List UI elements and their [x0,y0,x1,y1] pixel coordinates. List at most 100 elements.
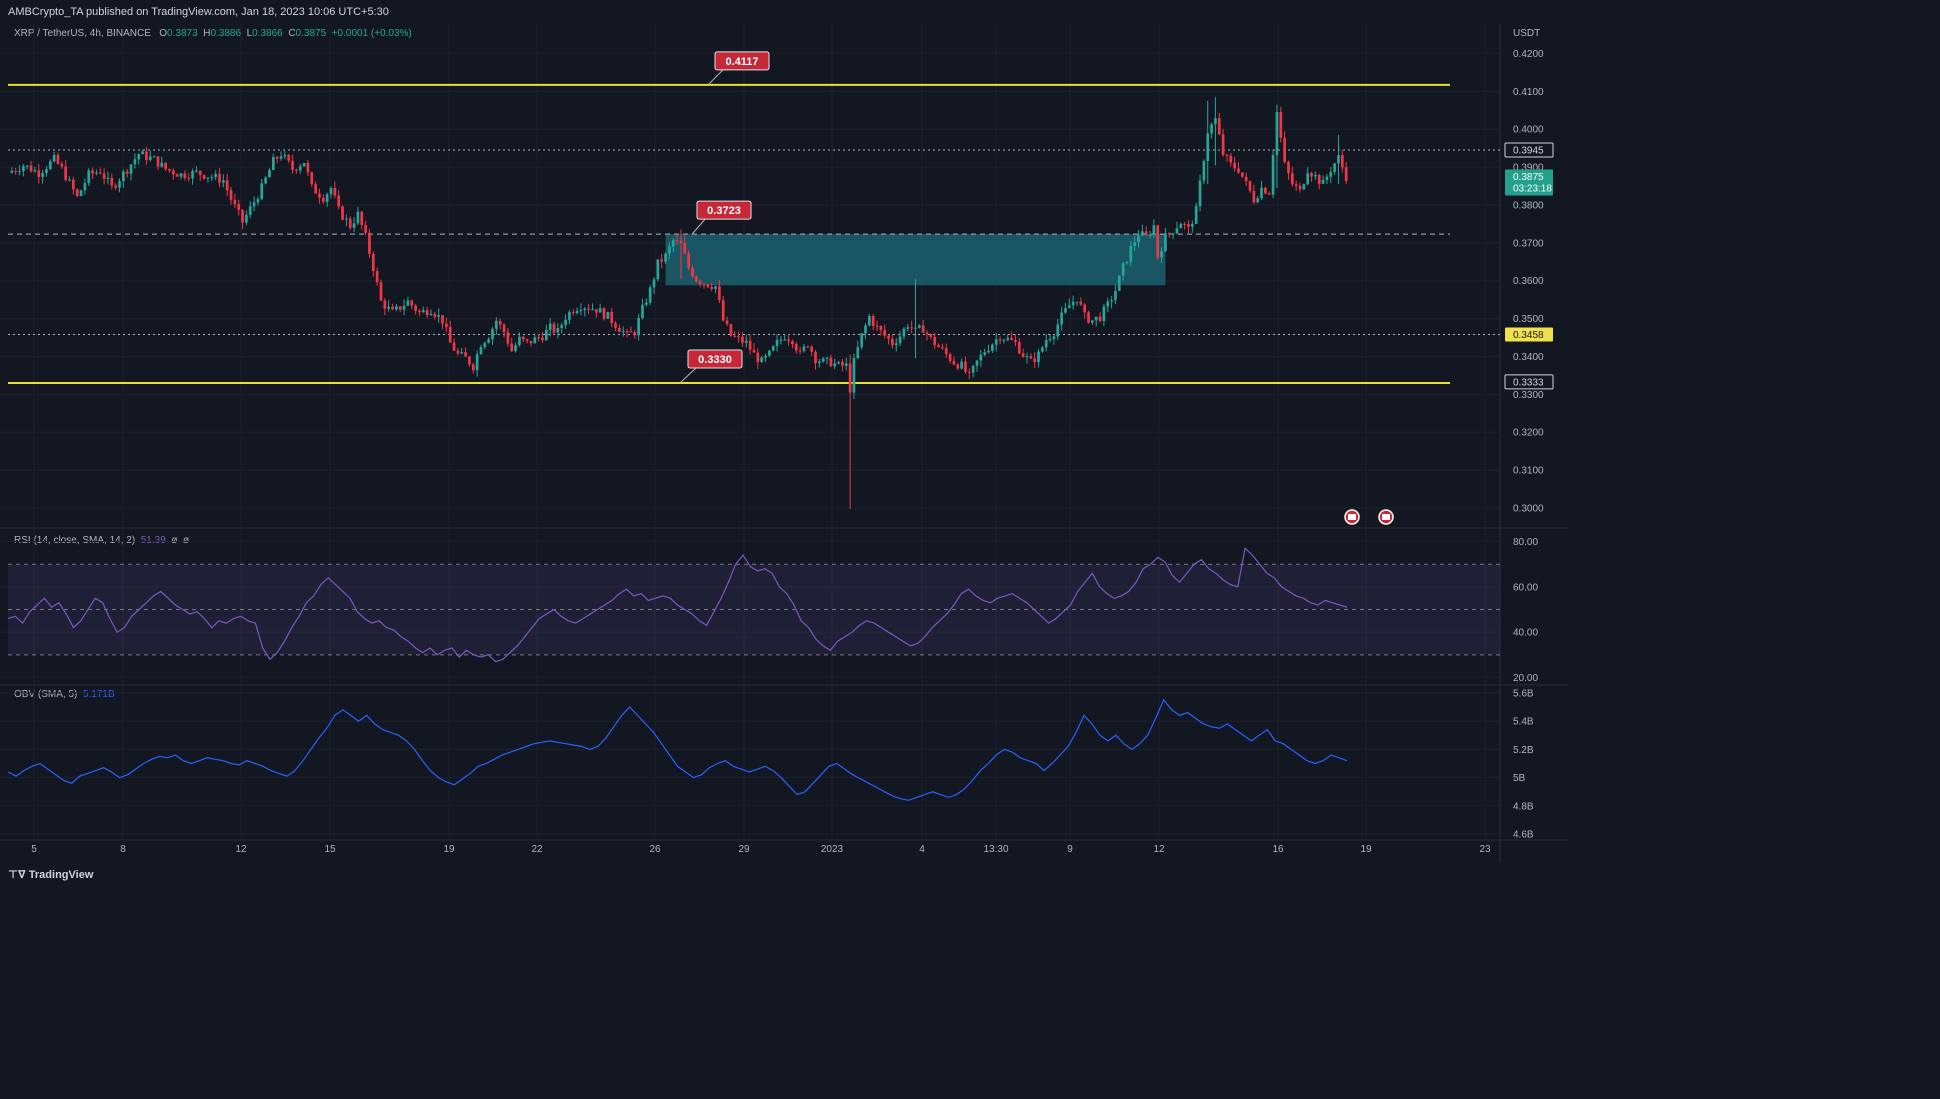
candle-body [375,271,379,283]
candle-body [72,179,75,190]
candle-body [14,170,18,172]
rsi-line [7,547,1348,663]
symbol-title[interactable]: XRP / TetherUS, 4h, BINANCE [14,28,151,39]
candle-body [183,173,187,178]
candle-body [33,170,37,172]
rsi-tick-label: 60.00 [1513,582,1538,593]
x-tick-label: 19 [1360,844,1372,855]
candle-body [644,302,648,305]
candle-body [214,173,217,178]
candle-body [952,360,956,365]
candle-body [448,327,452,343]
candle-body [1075,301,1079,303]
candle-body [771,346,775,351]
candle-body [129,164,133,174]
candle-body [421,310,425,313]
obv-tick-label: 4.6B [1513,830,1534,841]
candle-body [1275,112,1279,155]
candle-body [218,173,221,183]
candle-body [756,352,760,363]
candle-body [379,282,383,301]
tradingview-logo[interactable]: ⊤∇ TradingView [8,868,93,881]
candle-body [1344,167,1348,182]
candle-body [460,352,464,354]
candle-body [744,340,748,343]
candle-body [991,344,994,351]
candle-body [568,312,571,320]
x-tick-label: 2023 [821,844,844,855]
x-tick-label: 15 [324,844,336,855]
candle-body [860,333,863,348]
candle-body [1079,301,1083,305]
candle-body [652,279,656,288]
candle-body [794,344,798,351]
candle-body [1244,176,1248,182]
candle-body [195,170,198,172]
y-tick-label: 0.3800 [1513,200,1544,211]
candle-body [906,327,910,329]
candle-body [1117,275,1121,291]
candle-body [283,155,287,157]
candle-body [660,259,664,262]
candle-body [1221,134,1225,155]
candle-body [475,354,479,371]
obv-legend[interactable]: OBV (SMA, 5) 5.171B [14,689,115,700]
rsi-legend[interactable]: RSI (14, close, SMA, 14, 2) 51.39 ø ø [14,535,189,546]
candle-body [487,339,491,343]
candle-body [683,242,687,254]
candle-body [1317,175,1321,184]
candle-body [664,253,667,262]
candle-body [606,311,610,319]
candle-body [1329,171,1333,177]
candle-body [398,306,402,310]
y-tick-label: 0.3500 [1513,314,1544,325]
candle-body [364,224,367,233]
candle-body [629,331,633,333]
candle-body [698,281,702,284]
candle-body [275,157,279,159]
candle-body [1006,337,1010,340]
candle-body [1067,305,1071,309]
x-tick-label: 22 [531,844,543,855]
grid [0,24,1568,862]
candle-body [268,169,271,178]
candle-body [821,358,825,362]
candle-body [1337,155,1340,164]
candle-body [1229,155,1233,163]
low-label: L [246,28,253,39]
countdown-text: 03:23:18 [1513,184,1552,195]
candle-body [122,171,125,182]
candle-body [314,184,317,194]
candle-body [64,166,68,181]
candle-body [1302,184,1306,190]
candle-body [233,200,237,205]
candle-body [1321,180,1325,184]
candle-body [971,365,975,373]
candle-body [260,183,264,200]
candle-body [133,159,137,165]
candle-body [537,337,540,339]
candle-body [1025,356,1029,358]
candle-body [710,286,714,289]
candle-body [737,336,740,338]
footer-bar: ⊤∇ TradingView [0,862,1568,888]
candle-body [91,170,94,174]
candle-body [225,180,229,191]
candle-body [68,179,71,181]
publish-bar: AMBCrypto_TA published on TradingView.co… [0,0,1568,24]
symbol-legend: XRP / TetherUS, 4h, BINANCE O0.3873 H0.3… [14,28,412,39]
chart-canvas[interactable]: 0.4117 0.3723 0.3330 5 8 12 15 19 22 26 29 2023 4 13… [0,0,1568,862]
candle-body [429,313,433,316]
y-tick-label: 0.3300 [1513,390,1544,401]
candle-body [295,169,298,171]
candle-body [583,308,587,311]
candle-body [1010,337,1013,340]
candle-body [541,337,544,341]
candle-body [1102,306,1106,321]
candle-body [306,163,310,173]
candle-body [1187,224,1190,227]
candle-body [571,312,575,314]
price-axis-label [1505,169,1553,196]
candle-body [1225,154,1229,156]
candle-body [894,343,898,346]
